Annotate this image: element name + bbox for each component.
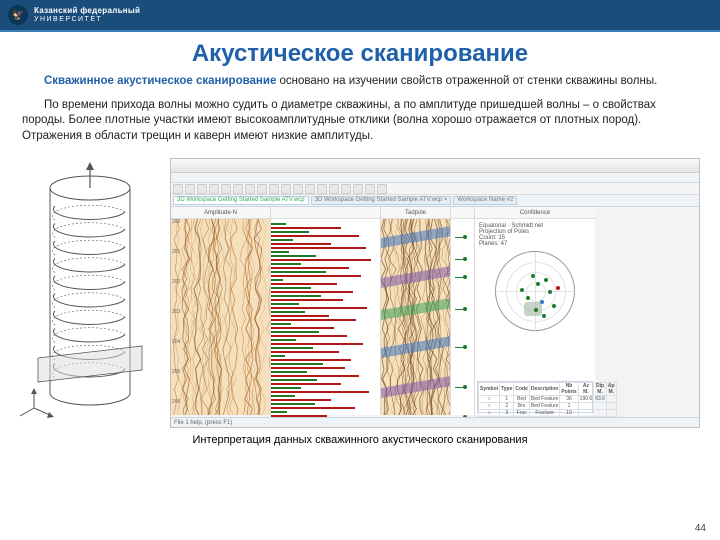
para1-lead: Скважинное акустическое сканирование bbox=[44, 75, 276, 87]
toolbar-button[interactable] bbox=[221, 184, 231, 194]
toolbar-button[interactable] bbox=[281, 184, 291, 194]
column-header bbox=[451, 207, 474, 219]
toolbar-button[interactable] bbox=[293, 184, 303, 194]
uni-line2: УНИВЕРСИТЕТ bbox=[34, 16, 140, 24]
uni-line1: Казанский федеральный bbox=[34, 7, 140, 16]
toolbar-button[interactable] bbox=[245, 184, 255, 194]
para1-rest: основано на изучении свойств отраженной … bbox=[276, 75, 657, 87]
panel-scan: Amplitude-N200201202203204205206 bbox=[171, 207, 271, 415]
university-header: 🦅 Казанский федеральный УНИВЕРСИТЕТ bbox=[0, 0, 720, 32]
toolbar-button[interactable] bbox=[257, 184, 267, 194]
document-tab[interactable]: 3D Workspace Getting Started Sample ATV.… bbox=[173, 196, 309, 205]
document-tab[interactable]: 3D Workspace Getting Started Sample ATV.… bbox=[311, 196, 452, 205]
body-text: Скважинное акустическое сканирование осн… bbox=[0, 74, 720, 144]
logo-block: 🦅 Казанский федеральный УНИВЕРСИТЕТ bbox=[8, 5, 140, 25]
statusbar: File 1 help, (press F1) bbox=[171, 417, 699, 427]
app-menubar bbox=[171, 173, 699, 183]
toolbar-button[interactable] bbox=[233, 184, 243, 194]
panel-row: Amplitude-N200201202203204205206 Tadpole C… bbox=[171, 207, 699, 415]
column-header: Confidence bbox=[475, 207, 595, 219]
toolbar-button[interactable] bbox=[209, 184, 219, 194]
toolbar-button[interactable] bbox=[365, 184, 375, 194]
toolbar-button[interactable] bbox=[305, 184, 315, 194]
toolbar-button[interactable] bbox=[197, 184, 207, 194]
paragraph-2: По времени прихода волны можно судить о … bbox=[22, 98, 698, 145]
logo-circle: 🦅 bbox=[8, 5, 28, 25]
toolbar-button[interactable] bbox=[317, 184, 327, 194]
page-number: 44 bbox=[695, 523, 706, 534]
toolbar-button[interactable] bbox=[185, 184, 195, 194]
borehole-cylinder-diagram bbox=[20, 158, 160, 428]
software-screenshot: 3D Workspace Getting Started Sample ATV.… bbox=[170, 158, 700, 428]
figure-area: 3D Workspace Getting Started Sample ATV.… bbox=[0, 152, 720, 428]
logo-glyph: 🦅 bbox=[12, 10, 24, 21]
toolbar-button[interactable] bbox=[341, 184, 351, 194]
app-toolbar bbox=[171, 183, 699, 195]
toolbar-button[interactable] bbox=[329, 184, 339, 194]
column-header bbox=[271, 207, 380, 219]
document-tabs: 3D Workspace Getting Started Sample ATV.… bbox=[171, 195, 699, 207]
column-header: Amplitude-N bbox=[171, 207, 270, 219]
toolbar-button[interactable] bbox=[173, 184, 183, 194]
toolbar-button[interactable] bbox=[377, 184, 387, 194]
university-name: Казанский федеральный УНИВЕРСИТЕТ bbox=[34, 7, 140, 23]
app-titlebar bbox=[171, 159, 699, 173]
toolbar-button[interactable] bbox=[269, 184, 279, 194]
toolbar-button[interactable] bbox=[353, 184, 363, 194]
panel-scan3d: Tadpole bbox=[381, 207, 451, 415]
figure-caption: Интерпретация данных скважинного акустич… bbox=[0, 434, 720, 446]
document-tab[interactable]: Workspace Name #2 bbox=[453, 196, 517, 205]
panel-bars bbox=[271, 207, 381, 415]
panel-stereonet: ConfidenceEquatorial · Schmidt netProjec… bbox=[475, 207, 595, 415]
paragraph-1: Скважинное акустическое сканирование осн… bbox=[22, 74, 698, 90]
slide-title: Акустическое сканирование bbox=[0, 40, 720, 68]
column-header: Tadpole bbox=[381, 207, 450, 219]
panel-ticks bbox=[451, 207, 475, 415]
